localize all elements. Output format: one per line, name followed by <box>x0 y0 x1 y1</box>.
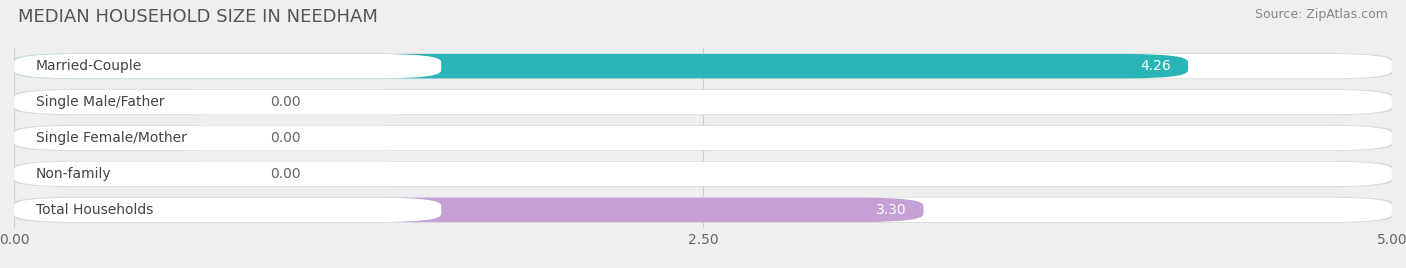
Text: Source: ZipAtlas.com: Source: ZipAtlas.com <box>1254 8 1388 21</box>
FancyBboxPatch shape <box>14 162 441 186</box>
Text: MEDIAN HOUSEHOLD SIZE IN NEEDHAM: MEDIAN HOUSEHOLD SIZE IN NEEDHAM <box>18 8 378 26</box>
FancyBboxPatch shape <box>11 53 1395 79</box>
FancyBboxPatch shape <box>14 126 249 150</box>
FancyBboxPatch shape <box>11 125 1395 151</box>
FancyBboxPatch shape <box>14 126 441 150</box>
Text: 0.00: 0.00 <box>270 167 301 181</box>
FancyBboxPatch shape <box>14 162 249 186</box>
FancyBboxPatch shape <box>14 90 1392 114</box>
FancyBboxPatch shape <box>14 90 249 114</box>
FancyBboxPatch shape <box>14 198 1392 222</box>
FancyBboxPatch shape <box>11 89 1395 115</box>
Text: 4.26: 4.26 <box>1140 59 1171 73</box>
FancyBboxPatch shape <box>14 54 1188 79</box>
FancyBboxPatch shape <box>14 90 441 114</box>
Text: 3.30: 3.30 <box>876 203 907 217</box>
Text: 0.00: 0.00 <box>270 95 301 109</box>
Text: Single Male/Father: Single Male/Father <box>37 95 165 109</box>
Text: Married-Couple: Married-Couple <box>37 59 142 73</box>
FancyBboxPatch shape <box>14 54 1392 79</box>
FancyBboxPatch shape <box>11 161 1395 187</box>
FancyBboxPatch shape <box>14 198 924 222</box>
FancyBboxPatch shape <box>14 198 441 222</box>
FancyBboxPatch shape <box>11 197 1395 223</box>
Text: Non-family: Non-family <box>37 167 111 181</box>
FancyBboxPatch shape <box>14 126 1392 150</box>
FancyBboxPatch shape <box>14 162 1392 186</box>
Text: Total Households: Total Households <box>37 203 153 217</box>
Text: 0.00: 0.00 <box>270 131 301 145</box>
Text: Single Female/Mother: Single Female/Mother <box>37 131 187 145</box>
FancyBboxPatch shape <box>14 54 441 79</box>
